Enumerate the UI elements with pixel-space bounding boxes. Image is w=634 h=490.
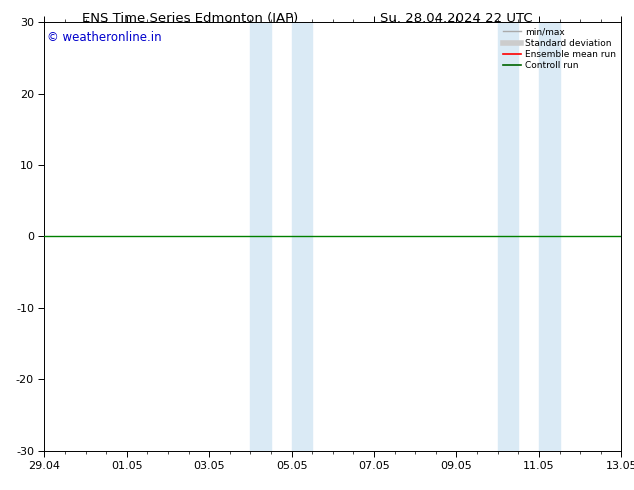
Bar xyxy=(539,22,559,451)
Bar xyxy=(292,22,312,451)
Bar xyxy=(250,22,271,451)
Text: ENS Time Series Edmonton (IAP): ENS Time Series Edmonton (IAP) xyxy=(82,12,299,25)
Legend: min/max, Standard deviation, Ensemble mean run, Controll run: min/max, Standard deviation, Ensemble me… xyxy=(500,24,619,74)
Text: © weatheronline.in: © weatheronline.in xyxy=(48,30,162,44)
Text: Su. 28.04.2024 22 UTC: Su. 28.04.2024 22 UTC xyxy=(380,12,533,25)
Bar xyxy=(498,22,518,451)
